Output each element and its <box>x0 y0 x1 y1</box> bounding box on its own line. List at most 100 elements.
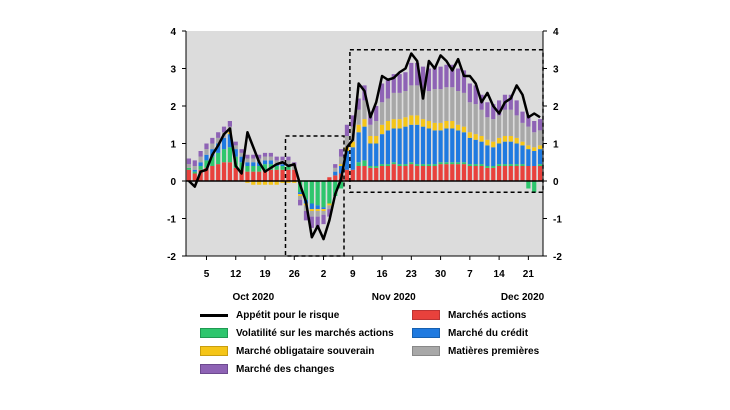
bar-segment-s0-i57 <box>520 166 525 181</box>
bar-segment-s1-i4 <box>210 156 215 167</box>
bar-segment-s2-i37 <box>403 126 408 165</box>
bar-segment-s2-i5 <box>216 143 221 153</box>
bar-segment-s1-i40 <box>420 164 426 167</box>
y-tick-label-left: -2 <box>167 252 176 263</box>
bar-segment-s2-i40 <box>420 126 426 165</box>
bar-segment-s5-i40 <box>420 66 426 90</box>
bar-segment-s4-i32 <box>374 121 379 136</box>
bar-segment-s3-i19 <box>298 194 303 197</box>
bar-segment-s5-i35 <box>391 74 396 93</box>
bar-segment-s3-i51 <box>485 139 490 146</box>
legend-item-commodities: Matières premières <box>412 344 539 358</box>
bar-segment-s5-i21 <box>309 216 314 228</box>
bar-segment-s5-i39 <box>415 62 420 86</box>
bar-segment-s4-i13 <box>262 156 268 161</box>
bar-segment-s1-i25 <box>333 181 338 196</box>
bar-segment-s3-i45 <box>450 121 455 129</box>
bar-segment-s0-i29 <box>356 166 361 181</box>
bar-segment-s3-i50 <box>479 136 484 142</box>
x-tick-label: 16 <box>376 269 388 280</box>
bar-segment-s3-i53 <box>497 137 502 144</box>
bar-segment-s0-i30 <box>362 166 367 181</box>
bar-segment-s0-i10 <box>245 171 250 182</box>
bar-segment-s3-i18 <box>292 181 297 183</box>
bar-segment-s0-i45 <box>450 164 455 182</box>
bar-segment-s4-i51 <box>485 117 490 140</box>
bar-segment-s5-i15 <box>274 156 279 161</box>
bar-segment-s5-i57 <box>520 111 525 123</box>
bar-segment-s5-i56 <box>514 100 519 116</box>
bar-segment-s0-i51 <box>485 167 490 182</box>
bar-segment-s2-i11 <box>251 162 256 166</box>
bar-segment-s2-i27 <box>344 151 350 170</box>
bar-segment-s5-i34 <box>385 79 391 99</box>
legend-item-sovereign-bonds: Marché obligataire souverain <box>200 344 374 358</box>
legend-line-swatch <box>200 313 228 317</box>
bar-segment-s4-i59 <box>532 132 537 148</box>
bar-segment-s1-i32 <box>374 166 379 168</box>
bar-segment-s1-i49 <box>473 164 478 167</box>
legend-item-equity-volatility: Volatilité sur les marchés actions <box>200 326 394 340</box>
bar-segment-s1-i36 <box>397 164 402 167</box>
bar-segment-s1-i7 <box>227 147 232 163</box>
bar-segment-s5-i2 <box>198 151 203 157</box>
bar-segment-s1-i6 <box>221 149 227 163</box>
bar-segment-s0-i11 <box>251 171 256 182</box>
y-tick-label-right: -2 <box>553 252 562 263</box>
bar-segment-s0-i50 <box>479 166 484 181</box>
bar-segment-s0-i58 <box>526 166 531 181</box>
bar-segment-s1-i37 <box>403 164 408 167</box>
bar-segment-s1-i0 <box>186 167 192 170</box>
bar-segment-s5-i5 <box>216 132 221 138</box>
bar-segment-s3-i12 <box>257 181 262 185</box>
bar-segment-s2-i46 <box>456 130 461 163</box>
bar-segment-s0-i52 <box>491 167 496 182</box>
bar-segment-s3-i46 <box>456 124 461 131</box>
stacked-bars <box>186 62 543 228</box>
bar-segment-s5-i29 <box>356 98 361 110</box>
bar-segment-s0-i15 <box>274 169 279 181</box>
bar-segment-s5-i11 <box>251 154 256 159</box>
legend-swatch <box>200 346 228 356</box>
bar-segment-s0-i27 <box>344 169 350 181</box>
bar-segment-s0-i8 <box>233 167 238 182</box>
bar-segment-s2-i35 <box>391 128 396 163</box>
bar-segment-s5-i47 <box>461 70 467 93</box>
bar-segment-s4-i40 <box>420 89 426 120</box>
bar-segment-s4-i14 <box>268 156 273 161</box>
bar-segment-s5-i32 <box>374 106 379 121</box>
bar-segment-s1-i35 <box>391 162 396 165</box>
bar-segment-s0-i60 <box>537 166 543 181</box>
bar-segment-s3-i10 <box>245 181 250 183</box>
bar-segment-s4-i8 <box>233 145 238 150</box>
bar-segment-s0-i16 <box>280 169 285 181</box>
bar-segment-s2-i39 <box>415 124 420 165</box>
bar-segment-s4-i34 <box>385 98 391 121</box>
bar-segment-s3-i43 <box>438 122 443 131</box>
bar-segment-s1-i48 <box>467 164 472 167</box>
bar-segment-s4-i19 <box>298 196 303 200</box>
bar-segment-s4-i47 <box>461 92 467 127</box>
bar-segment-s1-i2 <box>198 166 203 170</box>
bar-segment-s3-i11 <box>251 181 256 185</box>
highlight-box-0 <box>284 135 345 257</box>
bar-segment-s4-i35 <box>391 92 396 120</box>
bar-segment-s2-i36 <box>397 128 402 165</box>
bar-segment-s3-i22 <box>315 209 320 211</box>
legend-swatch <box>412 346 440 356</box>
legend-item-fx-market: Marché des changes <box>200 362 334 376</box>
bar-segment-s2-i26 <box>338 166 344 174</box>
bar-segment-s1-i54 <box>502 164 508 167</box>
x-month-label: Oct 2020 <box>232 292 274 303</box>
bar-segment-s1-i47 <box>461 162 467 165</box>
bar-segment-s0-i43 <box>438 164 443 182</box>
bar-segment-s2-i22 <box>315 205 320 210</box>
bar-segment-s4-i11 <box>251 158 256 163</box>
y-tick-label-left: 2 <box>170 102 176 113</box>
bar-segment-s0-i5 <box>216 164 221 182</box>
bar-segment-s3-i36 <box>397 119 402 129</box>
bar-segment-s2-i34 <box>385 130 391 165</box>
bar-segment-s5-i60 <box>537 119 543 131</box>
bar-segment-s4-i58 <box>526 126 531 146</box>
legend-item-credit-market: Marché du crédit <box>412 326 528 340</box>
